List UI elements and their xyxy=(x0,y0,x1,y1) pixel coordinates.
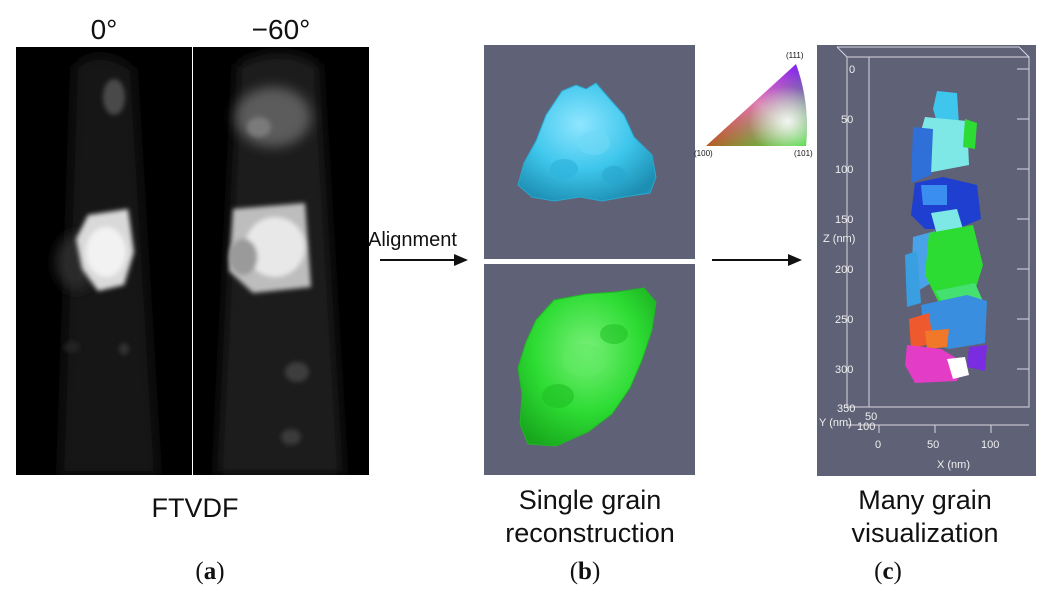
panel-b-label-close: ) xyxy=(591,558,601,585)
ipf-label-101: (101) xyxy=(794,149,813,158)
ipf-triangle xyxy=(706,64,807,146)
many-grain-3d-view: 0 50 100 150 200 250 300 350 Z (nm) Y (n… xyxy=(817,45,1036,476)
green-grain-render xyxy=(517,287,657,447)
z-tick: 100 xyxy=(835,164,854,176)
panel-b-caption-line2: reconstruction xyxy=(505,518,675,548)
tem-image-minus60deg xyxy=(193,47,369,475)
x-axis-label: X (nm) xyxy=(937,459,970,471)
z-axis-label: Z (nm) xyxy=(823,233,856,245)
panel-b-caption-line1: Single grain xyxy=(518,485,662,515)
single-grain-bottom-view xyxy=(484,264,695,475)
tem-image-minus60deg-content xyxy=(217,53,343,475)
bounding-box xyxy=(836,46,1030,433)
z-tick: 50 xyxy=(841,114,854,126)
panel-b-label: (b) xyxy=(555,558,615,586)
tem-image-0deg-content xyxy=(56,55,158,475)
z-tick: 0 xyxy=(849,64,856,76)
panel-a-label-open: ( xyxy=(195,558,204,585)
panel-c-label-close: ) xyxy=(893,558,902,585)
angle-label-minus60: −60° xyxy=(251,14,311,45)
panel-a-caption: FTVDF xyxy=(151,493,239,523)
single-grain-top-view xyxy=(484,45,695,259)
panel-c-caption-line1: Many grain xyxy=(858,485,992,515)
z-tick: 200 xyxy=(835,264,854,276)
panel-c-label-letter: c xyxy=(882,558,894,585)
visualization-arrow xyxy=(712,254,802,266)
many-grain-render xyxy=(836,46,1030,433)
z-axis: 0 50 100 150 200 250 300 350 Z (nm) Y (n… xyxy=(817,45,1036,476)
x-tick: 0 xyxy=(875,439,882,451)
ipf-label-111: (111) xyxy=(786,51,804,60)
z-tick: 300 xyxy=(835,364,854,376)
y-tick: 100 xyxy=(857,421,876,433)
grain-stack xyxy=(905,91,987,383)
x-tick: 50 xyxy=(927,439,940,451)
panel-c-caption-line2: visualization xyxy=(851,518,999,548)
alignment-arrow xyxy=(380,254,468,266)
z-tick: 150 xyxy=(835,214,854,226)
panel-c-caption: Many grain visualization xyxy=(805,484,1043,550)
panel-c-label: (c) xyxy=(858,558,918,586)
alignment-label: Alignment xyxy=(368,229,457,251)
panel-b-caption: Single grain reconstruction xyxy=(470,484,710,550)
panel-a-label-close: ) xyxy=(216,558,225,585)
ipf-label-100: (100) xyxy=(694,149,713,158)
panel-c-label-open: ( xyxy=(874,558,883,585)
tem-image-0deg xyxy=(16,47,192,475)
x-tick: 100 xyxy=(981,439,1000,451)
panel-a-label-letter: a xyxy=(203,558,217,585)
y-axis-label: Y (nm) xyxy=(819,417,852,429)
z-tick: 250 xyxy=(835,314,854,326)
z-tick: 350 xyxy=(837,403,856,415)
ipf-color-key: (111) (100) (101) xyxy=(694,51,813,158)
panel-b-label-open: ( xyxy=(569,558,579,585)
panel-a-label: (a) xyxy=(180,558,240,586)
angle-label-0: 0° xyxy=(90,14,118,45)
cyan-grain-render xyxy=(517,82,657,202)
y-tick: 50 xyxy=(865,411,878,423)
panel-b-label-letter: b xyxy=(578,558,592,585)
